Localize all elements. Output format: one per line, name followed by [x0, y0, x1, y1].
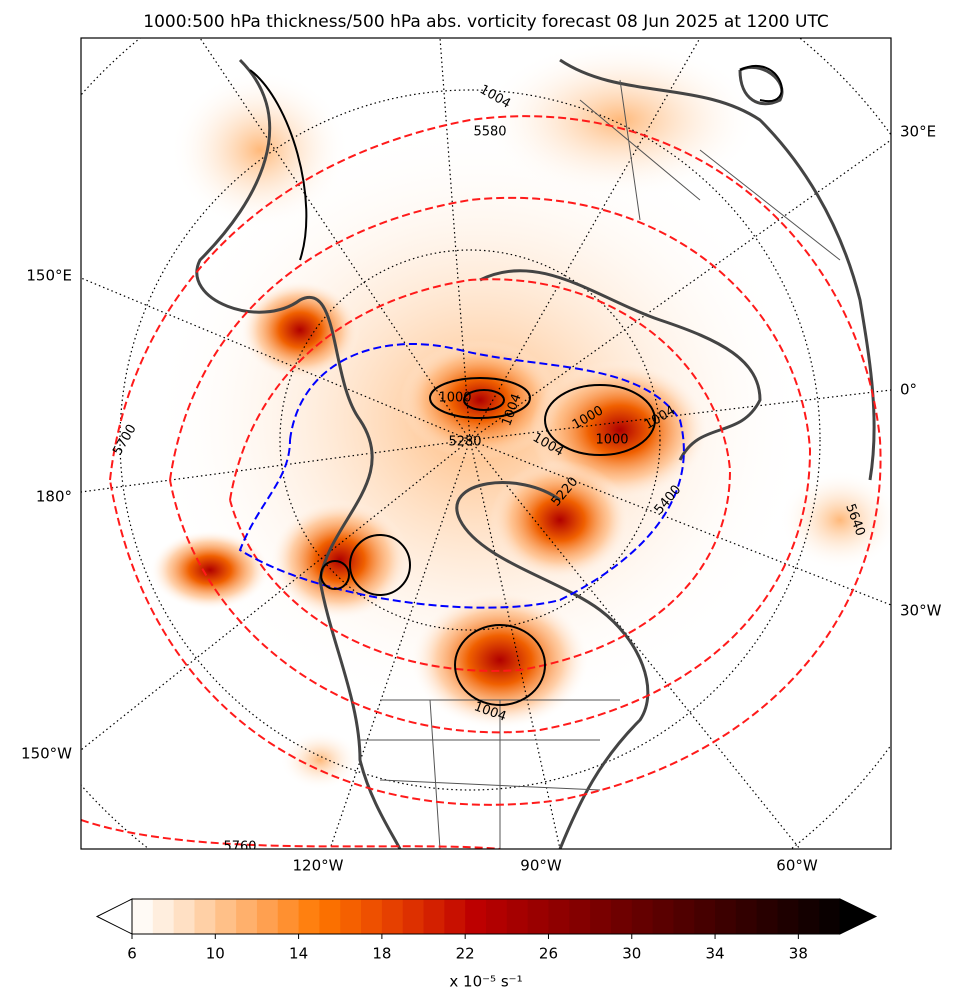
- lon-label: 150°E: [26, 267, 72, 285]
- colorbar-box: [381, 899, 404, 934]
- colorbar-outline: [132, 898, 840, 935]
- lon-label: 30°E: [900, 123, 936, 141]
- colorbar-box: [777, 899, 799, 934]
- colorbar-box: [756, 899, 779, 934]
- colorbar-box: [527, 899, 549, 934]
- colorbar-tick-label: 38: [789, 945, 808, 963]
- colorbar-box: [652, 899, 674, 934]
- thickness-red: [81, 115, 882, 849]
- colorbar-box: [590, 899, 612, 934]
- contour-label: 5580: [473, 125, 506, 140]
- colorbar-box: [132, 899, 154, 934]
- colorbar-box: [215, 899, 237, 934]
- title: 1000:500 hPa thickness/500 hPa abs. vort…: [143, 12, 828, 32]
- graticule: [81, 38, 891, 849]
- colorbar-box: [610, 899, 633, 934]
- colorbar-box: [569, 899, 591, 934]
- pressure-contours: [249, 64, 783, 706]
- colorbar-box: [694, 899, 716, 934]
- colorbar-box: [715, 899, 737, 934]
- colorbar-tick-label: 18: [372, 945, 391, 963]
- colorbar-box: [319, 899, 341, 934]
- colorbar-tick-label: 14: [289, 945, 308, 963]
- lon-label: 0°: [900, 381, 917, 399]
- lon-label: 180°: [36, 488, 72, 506]
- colorbar-box: [819, 899, 841, 934]
- contour-label: 1000: [438, 391, 471, 406]
- colorbar-box: [152, 899, 175, 934]
- lon-label: 30°W: [900, 602, 942, 620]
- colorbar-box: [173, 899, 195, 934]
- vorticity-field: [150, 40, 891, 790]
- lon-label: 90°W: [520, 857, 562, 875]
- map-frame: [80, 37, 892, 850]
- colorbar-box: [361, 899, 383, 934]
- colorbar-tick-label: 34: [706, 945, 725, 963]
- longitude-labels: 30°E 0° 30°W 150°E 180° 150°W 120°W 90°W 60°W: [21, 123, 942, 875]
- colorbar-box: [798, 899, 820, 934]
- colorbar-box: [236, 899, 258, 934]
- coastlines: [195, 58, 876, 849]
- colorbar-box: [340, 899, 362, 934]
- colorbar-box: [631, 899, 654, 934]
- colorbar-box: [465, 899, 487, 934]
- colorbar-box: [673, 899, 695, 934]
- colorbar-tick-label: 22: [456, 945, 475, 963]
- colorbar-box: [298, 899, 320, 934]
- borders: [360, 79, 841, 849]
- colorbar-box: [402, 899, 425, 934]
- contour-label: 1000: [595, 433, 628, 448]
- colorbar-tick-label: 6: [127, 945, 137, 963]
- colorbar-tick-label: 30: [622, 945, 641, 963]
- colorbar-box: [423, 899, 445, 934]
- colorbar-box: [444, 899, 466, 934]
- colorbar-extend-min: [95, 898, 133, 935]
- contour-label: 5760: [223, 840, 256, 855]
- thickness-blue: [238, 343, 685, 609]
- colorbar-box: [256, 899, 279, 934]
- lon-label: 60°W: [776, 857, 818, 875]
- colorbar-box: [548, 899, 570, 934]
- colorbar-tick-label: 10: [206, 945, 225, 963]
- contour-label: 5280: [448, 435, 481, 450]
- lon-label: 150°W: [21, 745, 72, 763]
- colorbar-extend-max: [839, 898, 878, 935]
- colorbar-label: x 10⁻⁵ s⁻¹: [449, 973, 522, 991]
- colorbar-box: [506, 899, 529, 934]
- colorbar: 6 10 14 18 22 26 30 34 38 x 10⁻⁵ s⁻¹: [95, 898, 878, 991]
- colorbar-box: [486, 899, 508, 934]
- colorbar-box: [194, 899, 216, 934]
- colorbar-box: [277, 899, 300, 934]
- colorbar-tick-label: 26: [539, 945, 558, 963]
- lon-label: 120°W: [293, 857, 344, 875]
- colorbar-box: [735, 899, 758, 934]
